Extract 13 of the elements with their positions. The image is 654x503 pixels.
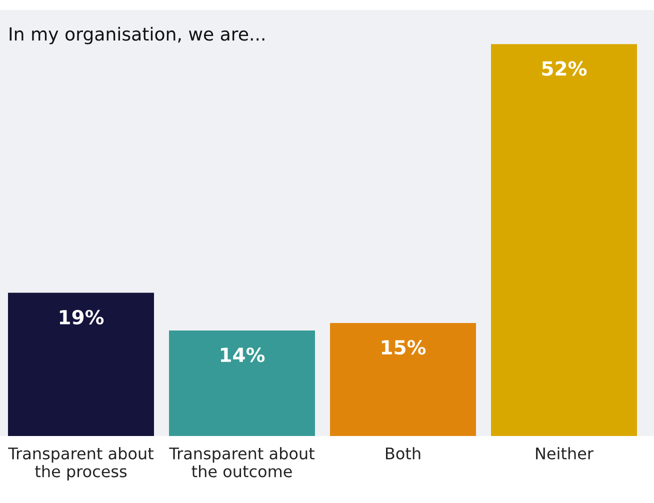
x-tick-label: Both: [386, 447, 420, 460]
bar: [169, 330, 315, 436]
data-label: 19%: [60, 310, 104, 325]
x-tick-label: Transparent about the process: [8, 447, 154, 480]
x-tick-label: Neither: [536, 447, 594, 460]
data-label: 15%: [382, 340, 426, 355]
chart-title: In my organisation, we are...: [10, 26, 264, 44]
x-tick-label: Transparent about the outcome: [169, 447, 314, 478]
bar: [8, 292, 154, 436]
bar: [330, 322, 476, 436]
data-label: 52%: [542, 61, 587, 76]
bar: [491, 44, 637, 436]
data-label: 14%: [220, 347, 265, 362]
